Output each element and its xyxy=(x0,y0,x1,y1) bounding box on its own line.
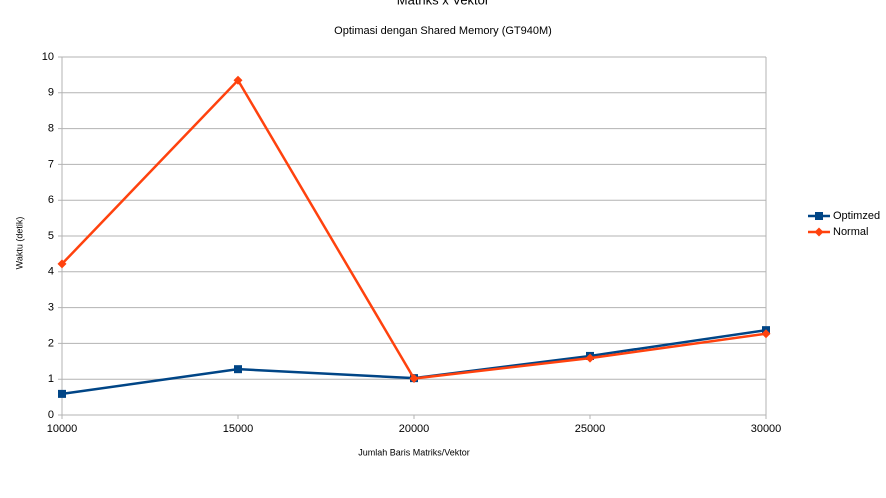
legend-label: Optimzed xyxy=(833,210,880,222)
series-line xyxy=(61,328,767,396)
y-tick-label: 10 xyxy=(42,51,54,63)
legend-label: Normal xyxy=(833,226,868,238)
y-tick-label: 6 xyxy=(48,194,54,206)
x-tick-label: 25000 xyxy=(575,423,606,435)
series-line xyxy=(61,78,767,380)
legend-marker xyxy=(815,212,823,220)
marker xyxy=(585,353,595,363)
marker xyxy=(409,373,419,383)
y-tick-label: 5 xyxy=(48,230,54,242)
chart-title: Matriks x Vektor xyxy=(397,0,490,7)
y-tick-label: 4 xyxy=(48,266,54,278)
x-tick-label: 10000 xyxy=(47,423,78,435)
marker xyxy=(58,389,66,398)
x-tick-label: 20000 xyxy=(399,423,430,435)
y-tick-label: 7 xyxy=(48,158,54,170)
marker xyxy=(761,329,771,339)
y-tick-label: 2 xyxy=(48,337,54,349)
y-tick-label: 0 xyxy=(48,409,54,421)
marker xyxy=(234,365,242,374)
legend-marker xyxy=(814,227,824,237)
y-tick-label: 9 xyxy=(48,87,54,99)
y-axis-label: Waktu (detik) xyxy=(14,217,24,270)
x-tick-label: 15000 xyxy=(223,423,254,435)
y-tick-label: 8 xyxy=(48,123,54,135)
marker xyxy=(57,259,67,269)
x-tick-label: 30000 xyxy=(751,423,782,435)
y-tick-label: 1 xyxy=(48,373,54,385)
chart-subtitle: Optimasi dengan Shared Memory (GT940M) xyxy=(334,25,552,37)
x-axis-label: Jumlah Baris Matriks/Vektor xyxy=(358,447,470,457)
y-tick-label: 3 xyxy=(48,302,54,314)
marker xyxy=(233,75,243,85)
